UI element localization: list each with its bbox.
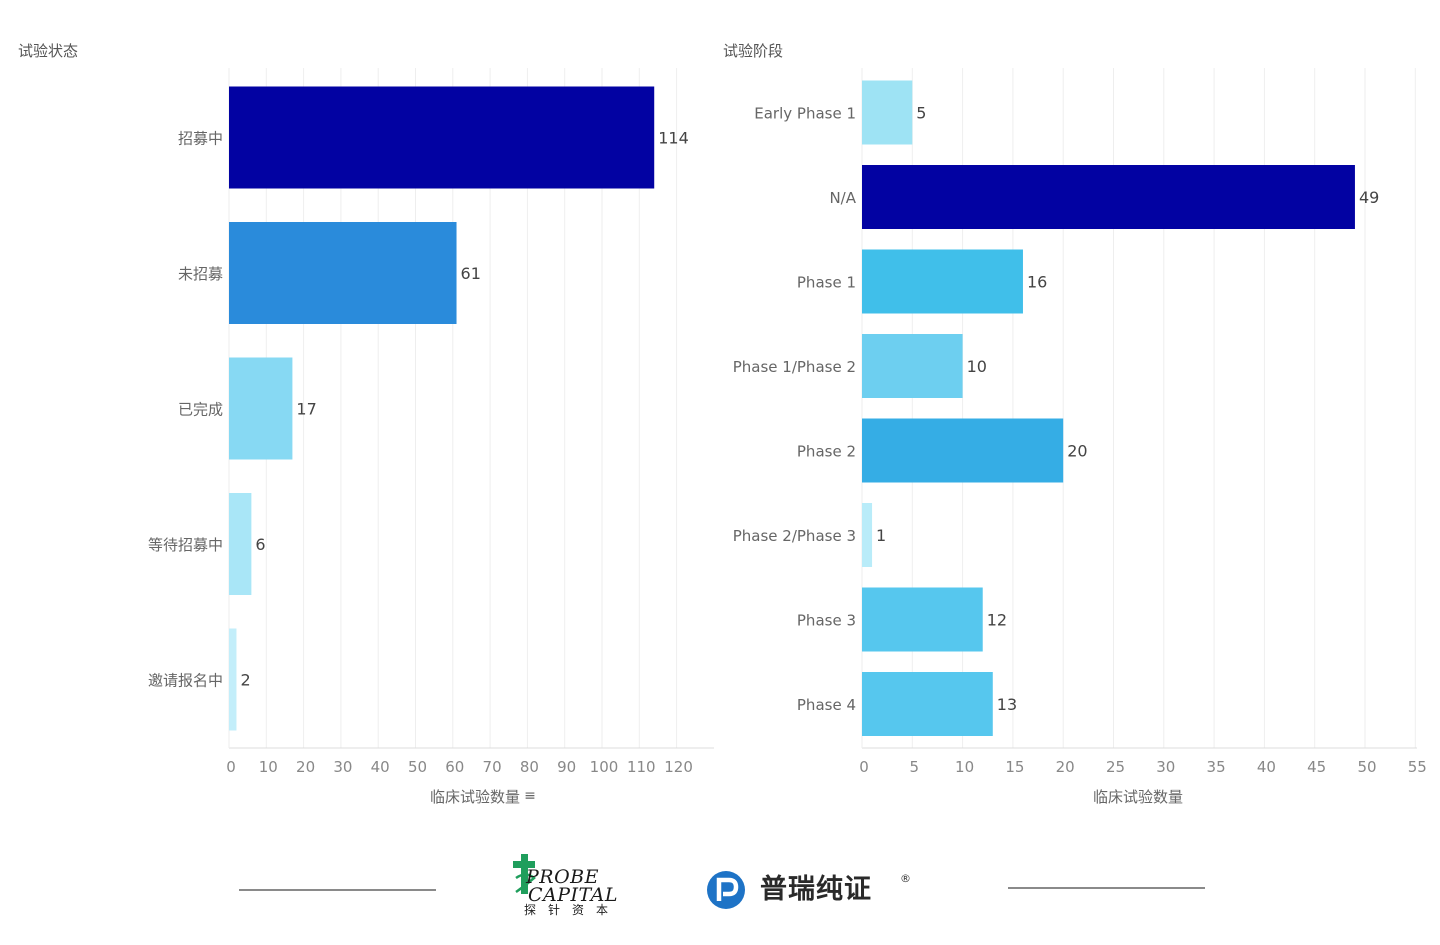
bar <box>862 334 963 398</box>
category-label: Phase 3 <box>797 612 856 630</box>
x-tick-label: 100 <box>590 758 619 776</box>
x-tick-label: 25 <box>1106 758 1125 776</box>
data-label: 61 <box>461 264 481 283</box>
x-tick-label: 10 <box>955 758 974 776</box>
x-tick-label: 90 <box>557 758 576 776</box>
category-label: Phase 4 <box>797 696 856 714</box>
probe-word-line1: PROBE <box>526 866 600 888</box>
bar <box>862 503 873 567</box>
bar <box>862 249 1023 314</box>
bar <box>862 672 993 736</box>
x-tick-label: 50 <box>408 758 427 776</box>
bar <box>229 86 655 189</box>
x-tick-label: 20 <box>1056 758 1075 776</box>
bar <box>229 493 252 595</box>
x-axis-title: 临床试验数量 <box>1093 788 1183 806</box>
chart-title-trial-status: 试验状态 <box>18 42 79 60</box>
x-tick-label: 40 <box>1257 758 1276 776</box>
data-label: 16 <box>1027 273 1047 292</box>
chart-title-trial-phase: 试验阶段 <box>723 42 784 60</box>
bar <box>229 628 237 731</box>
x-tick-label: 55 <box>1408 758 1427 776</box>
footer-divider-right <box>1008 887 1205 889</box>
category-label: Phase 2/Phase 3 <box>733 527 856 545</box>
data-label: 13 <box>997 695 1017 714</box>
data-label: 6 <box>255 535 265 554</box>
x-tick-label: 80 <box>520 758 539 776</box>
x-tick-label: 0 <box>859 758 869 776</box>
x-tick-label: 35 <box>1207 758 1226 776</box>
purui-logo: 普瑞纯证 ® <box>704 868 924 912</box>
x-tick-label: 70 <box>483 758 502 776</box>
x-tick-label: 15 <box>1005 758 1024 776</box>
x-tick-label: 45 <box>1307 758 1326 776</box>
x-tick-label: 20 <box>296 758 315 776</box>
category-label: Early Phase 1 <box>754 105 856 123</box>
purui-wordmark: 普瑞纯证 <box>760 874 872 905</box>
x-axis-title: 临床试验数量 <box>430 788 520 806</box>
footer-divider-left <box>239 889 436 891</box>
data-label: 49 <box>1359 188 1379 207</box>
data-label: 114 <box>658 129 689 148</box>
x-tick-label: 50 <box>1357 758 1376 776</box>
data-label: 20 <box>1067 442 1087 461</box>
bar <box>229 357 293 460</box>
x-tick-label: 110 <box>627 758 656 776</box>
registered-mark: ® <box>900 872 911 885</box>
category-label: 招募中 <box>178 130 223 148</box>
category-label: N/A <box>829 189 856 207</box>
data-label: 12 <box>987 611 1007 630</box>
x-tick-label: 0 <box>226 758 236 776</box>
x-tick-label: 60 <box>445 758 464 776</box>
probe-word-line2: CAPITAL <box>528 884 619 906</box>
bar <box>229 222 457 324</box>
category-label: 等待招募中 <box>148 536 223 554</box>
category-label: Phase 1/Phase 2 <box>733 358 856 376</box>
x-tick-label: 30 <box>1156 758 1175 776</box>
data-label: 5 <box>916 104 926 123</box>
x-tick-label: 30 <box>333 758 352 776</box>
x-tick-label: 120 <box>664 758 693 776</box>
data-label: 10 <box>967 357 987 376</box>
x-tick-label: 40 <box>371 758 390 776</box>
data-label: 17 <box>296 400 316 419</box>
bar <box>862 80 913 145</box>
x-tick-label: 10 <box>259 758 278 776</box>
category-label: Phase 1 <box>797 274 856 292</box>
trial-phase-chart: 0 5 10 15 20 25 30 35 40 45 50 55 Early Phase 1 5 N/A 4… <box>733 68 1427 806</box>
probe-chinese-name: 探针资本 <box>524 903 621 917</box>
bar <box>862 165 1355 229</box>
category-label: 未招募 <box>178 265 223 283</box>
bar <box>862 418 1064 483</box>
probe-cross-icon <box>513 854 536 894</box>
category-label: Phase 2 <box>797 443 856 461</box>
trial-status-chart: 0 10 20 30 40 50 60 70 80 90 100 110 120 招募中 114 未招募 61 已… <box>148 68 714 806</box>
x-tick-label: 5 <box>910 758 920 776</box>
sort-icon: ≡ <box>524 788 536 804</box>
bar <box>862 587 983 652</box>
data-label: 2 <box>240 671 250 690</box>
data-label: 1 <box>876 526 886 545</box>
probe-capital-logo: PROBE CAPITAL 探针资本 <box>512 854 624 924</box>
purui-p-icon <box>707 871 745 909</box>
category-label: 已完成 <box>178 401 223 419</box>
category-label: 邀请报名中 <box>148 672 223 690</box>
